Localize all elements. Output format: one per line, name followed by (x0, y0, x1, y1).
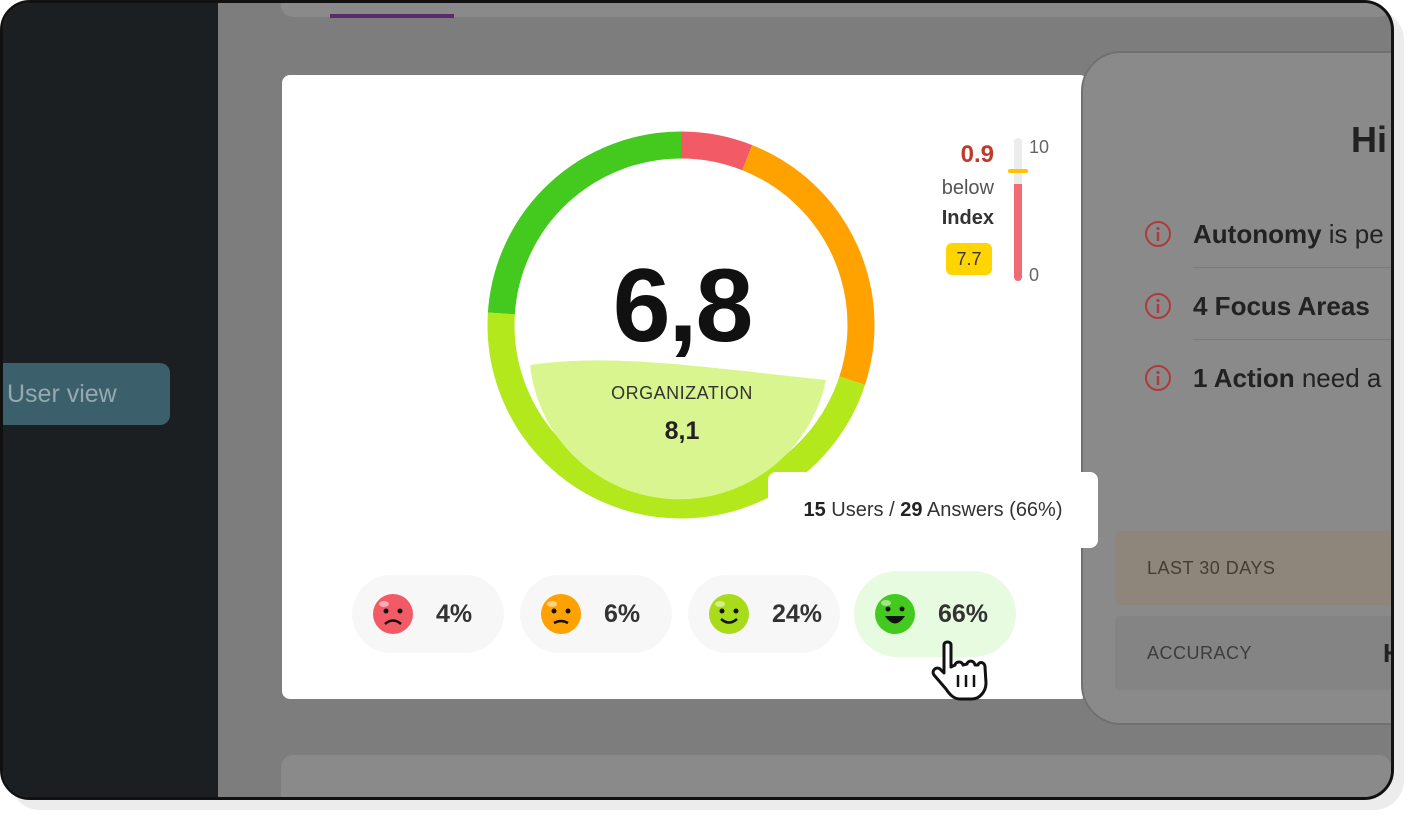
highlights-panel: Hi Autonomy is pe 4 Focus Areas 1 Action… (1081, 51, 1391, 725)
last-30-days-box[interactable]: LAST 30 DAYS (1115, 531, 1391, 605)
tooltip-answers-count: 29 (900, 499, 923, 521)
highlights-title: Hi (1351, 119, 1387, 160)
sentiment-value: 6% (604, 599, 641, 628)
organization-label: ORGANIZATION (611, 383, 753, 403)
user-view-button[interactable]: User view (3, 363, 170, 425)
highlight-bold: 1 Action (1193, 363, 1295, 393)
app-window: User view 6,8 ORGANIZATION 8,1 0.9 below… (0, 0, 1394, 800)
highlight-text: is pe (1321, 219, 1384, 249)
active-tab-indicator (330, 14, 454, 18)
index-below-label: below (941, 177, 994, 199)
accuracy-box: ACCURACY H (1115, 616, 1391, 690)
happy-face-icon (709, 594, 749, 634)
donut-segment-2 (487, 131, 875, 519)
tooltip-users-count: 15 (803, 499, 826, 521)
sentiment-tooltip: 15 Users / 29 Answers (66%) (768, 472, 1098, 548)
info-icon (1145, 221, 1171, 247)
index-scale-marker (1008, 168, 1028, 173)
sentiment-pill-unhappy[interactable]: 6% (520, 575, 672, 653)
sentiment-pill-very-unhappy[interactable]: 4% (352, 575, 504, 653)
score-donut (487, 131, 875, 519)
divider (1193, 267, 1391, 268)
organization-fill (530, 360, 826, 500)
sidebar: User view (3, 3, 218, 797)
sentiment-value: 24% (772, 599, 823, 628)
accuracy-label: ACCURACY (1147, 643, 1253, 663)
index-difference: 0.9 (960, 141, 994, 168)
score-widget-card: 6,8 ORGANIZATION 8,1 0.9 below Index 7.7… (282, 75, 1088, 699)
index-scale-min: 0 (1029, 265, 1040, 285)
highlight-text: need a (1294, 363, 1382, 393)
index-scale-fill (1014, 183, 1022, 281)
score-value: 6,8 (612, 248, 754, 364)
info-icon (1145, 293, 1171, 319)
last-30-days-label: LAST 30 DAYS (1147, 558, 1276, 578)
sentiment-pill-happy[interactable]: 24% (688, 575, 840, 653)
donut-segment-1 (487, 131, 875, 519)
index-value-badge: 7.7 (946, 243, 992, 275)
divider (1193, 339, 1391, 340)
index-scale-max: 10 (1029, 137, 1050, 157)
sentiment-value: 66% (938, 599, 989, 628)
index-label: Index (941, 207, 994, 229)
very-unhappy-face-icon (373, 594, 413, 634)
hand-cursor-icon (931, 640, 988, 701)
highlight-bold: 4 Focus Areas (1193, 291, 1370, 321)
unhappy-face-icon (541, 594, 581, 634)
sentiment-pill-very-happy[interactable]: 66% (854, 571, 1016, 657)
top-card (281, 3, 1391, 17)
info-icon (1145, 365, 1171, 391)
sentiment-value: 4% (436, 599, 473, 628)
accuracy-value: H (1383, 616, 1391, 690)
tooltip-users-label: Users / (831, 499, 895, 521)
donut-segment-3 (487, 131, 875, 519)
tooltip-arrow (914, 547, 942, 561)
very-happy-face-icon (875, 594, 915, 634)
tooltip-answers-label: Answers (66%) (926, 499, 1063, 521)
index-scale (1014, 138, 1022, 281)
highlight-bold: Autonomy (1193, 219, 1322, 249)
organization-value: 8,1 (664, 417, 700, 445)
bottom-card (281, 755, 1391, 797)
